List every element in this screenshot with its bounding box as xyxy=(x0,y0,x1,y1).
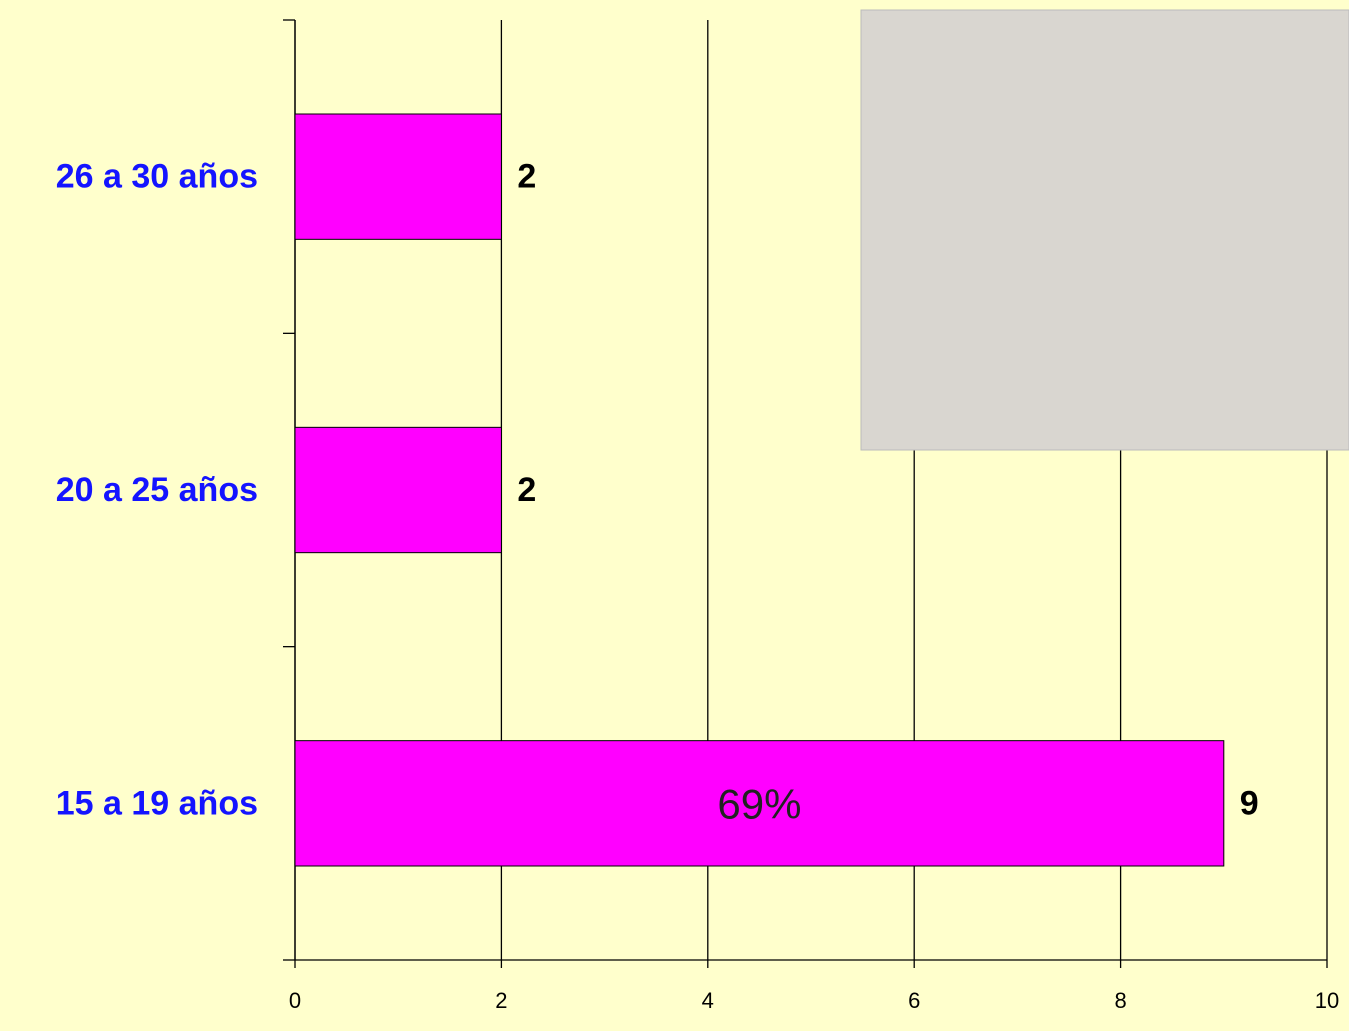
value-label: 2 xyxy=(517,158,536,196)
bar xyxy=(294,426,502,554)
y-tick-label: 15 a 19 años xyxy=(56,784,258,822)
x-tick-label: 2 xyxy=(495,988,507,1013)
annotation: 69% xyxy=(717,780,801,827)
bar xyxy=(294,113,502,240)
x-tick-label: 8 xyxy=(1114,988,1126,1013)
y-tick-label: 26 a 30 años xyxy=(56,158,258,196)
x-tick-label: 4 xyxy=(702,988,714,1013)
photo-placeholder xyxy=(860,9,1349,451)
bar xyxy=(294,740,1225,867)
value-label: 2 xyxy=(517,471,536,509)
x-tick-label: 0 xyxy=(289,988,301,1013)
value-label: 9 xyxy=(1240,784,1259,822)
y-tick-label: 20 a 25 años xyxy=(56,471,258,509)
x-tick-label: 6 xyxy=(908,988,920,1013)
x-tick-label: 10 xyxy=(1315,988,1339,1013)
